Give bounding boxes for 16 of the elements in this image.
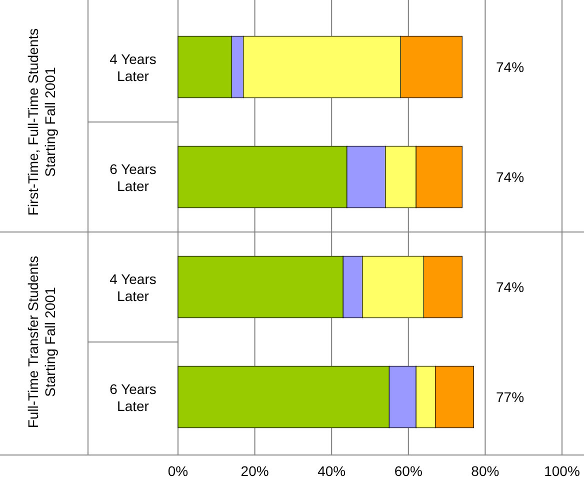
x-tick-label: 100% (544, 463, 580, 479)
text: Full-Time Transfer Students Starting Fall 2001 (25, 256, 58, 428)
total-label: 74% (496, 169, 524, 185)
x-tick-label: 80% (471, 463, 500, 479)
y-tick-label: 4 Years Later (110, 51, 156, 84)
y-tick-label: 6 Years Later (110, 161, 156, 194)
x-tick-label: 20% (240, 463, 269, 479)
total-label: 77% (496, 389, 524, 405)
y-tick-label: 4 Years Later (110, 271, 156, 304)
y-tick-label: 6 Years Later (110, 381, 156, 414)
text: First-Time, Full-Time Students Starting Fall 2001 (25, 28, 58, 216)
total-label: 74% (496, 279, 524, 295)
x-tick-label: 0% (168, 463, 188, 479)
x-tick-label: 40% (318, 463, 346, 479)
x-tick-label: 60% (394, 463, 422, 479)
total-label: 74% (496, 59, 524, 75)
